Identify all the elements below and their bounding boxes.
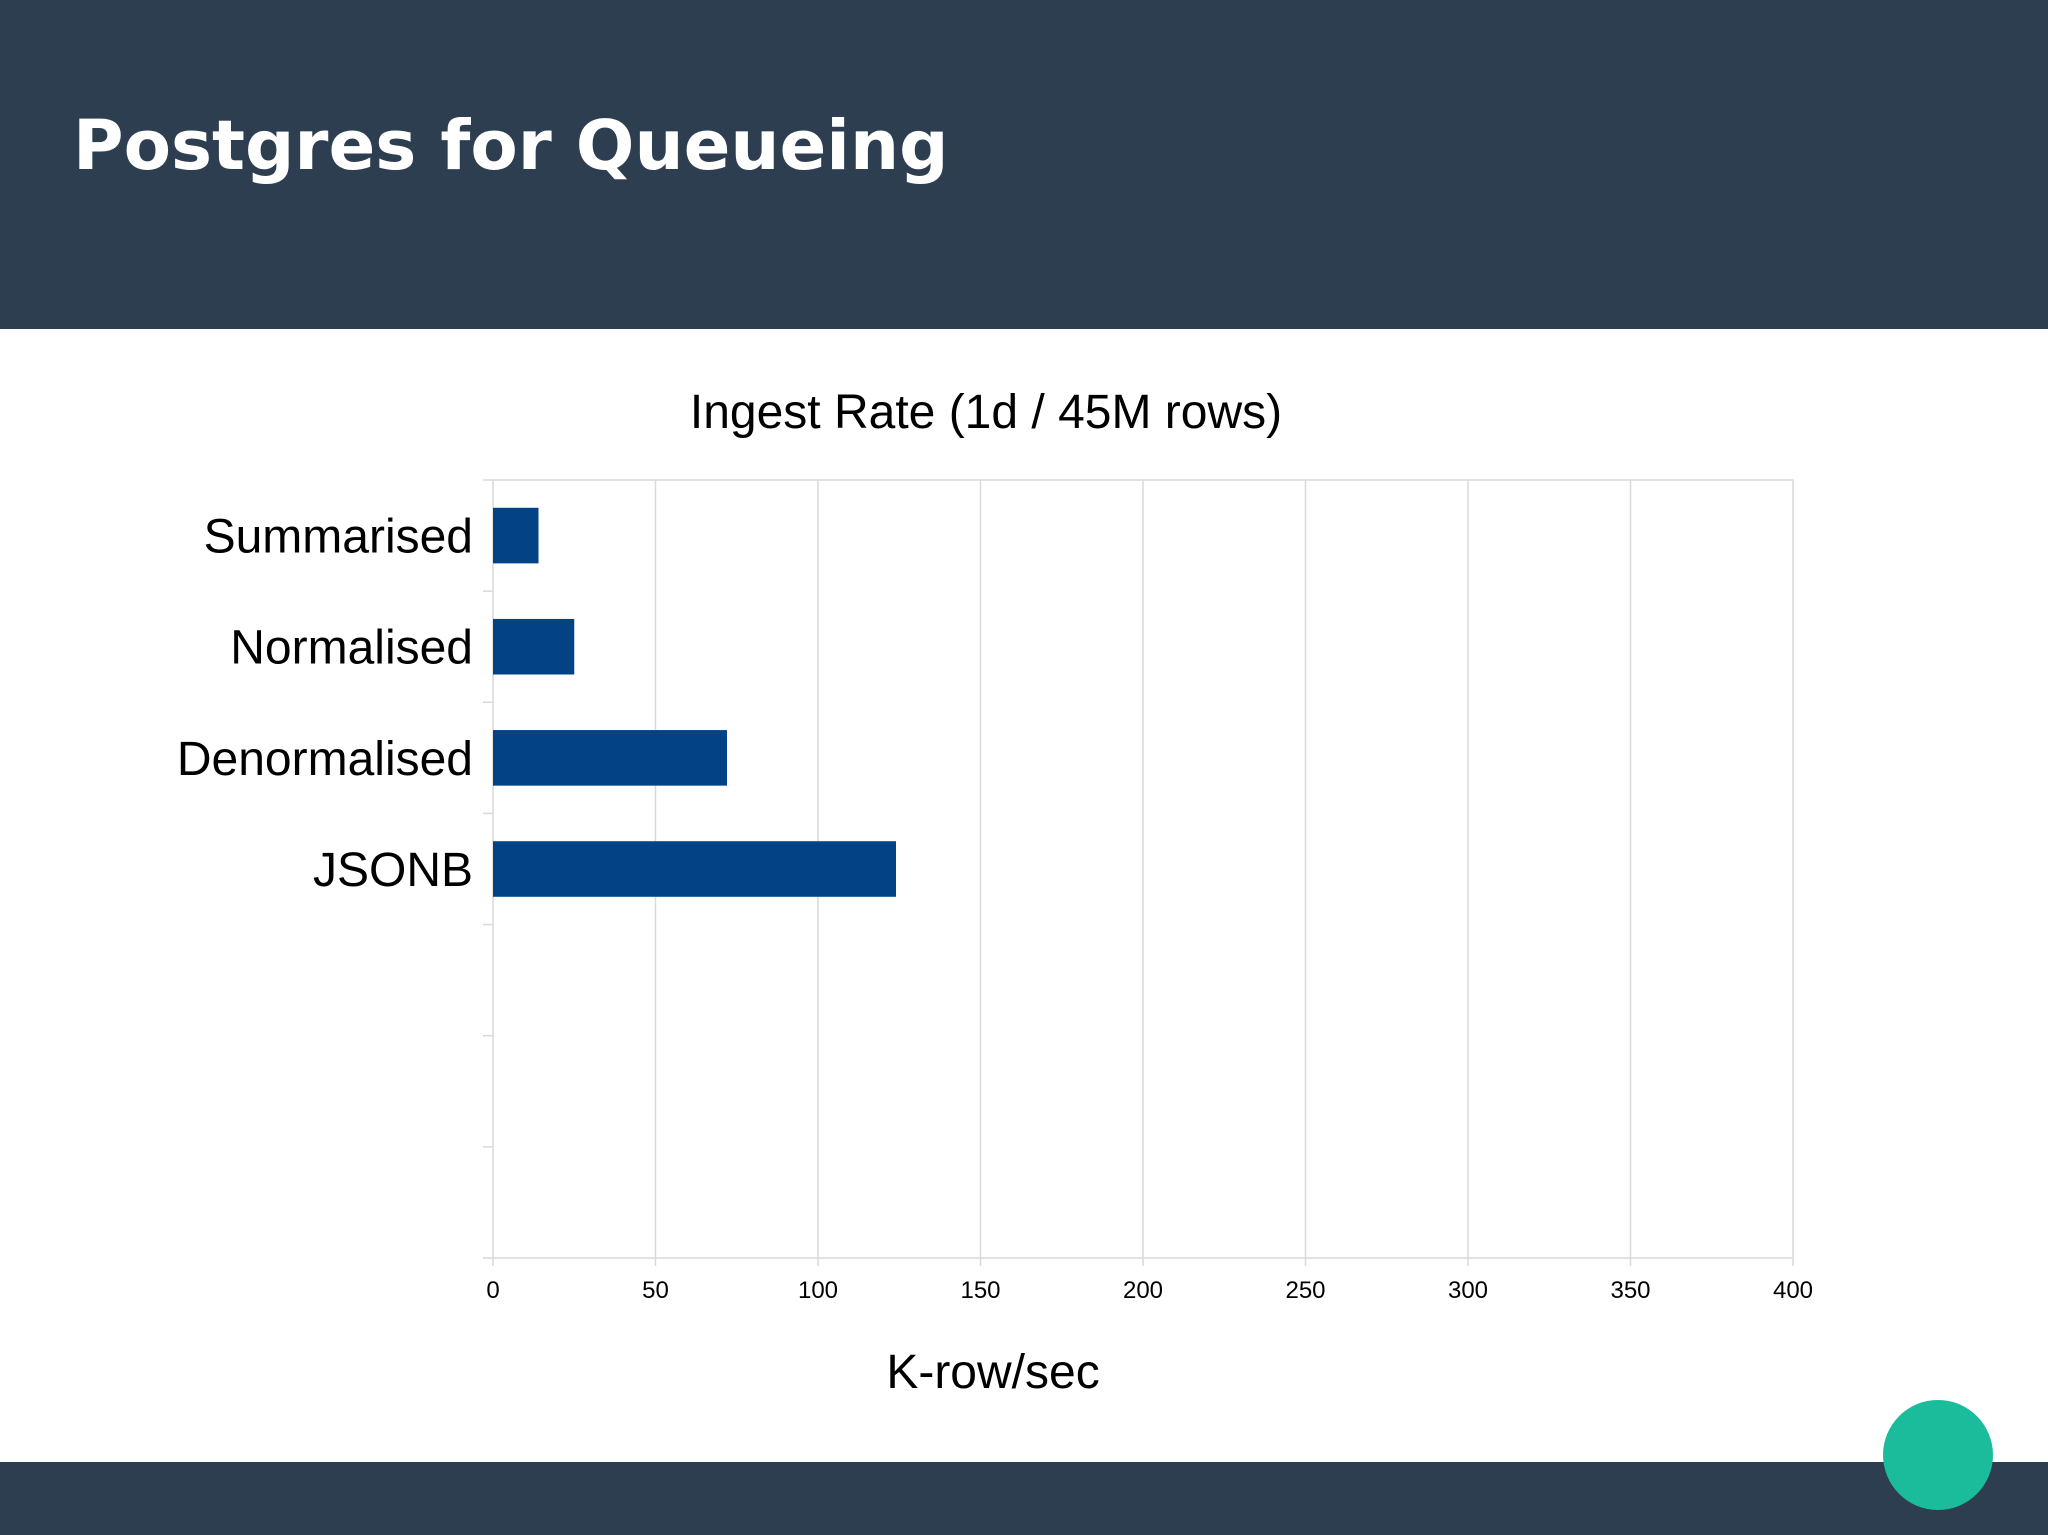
y-category-label: Summarised bbox=[204, 511, 473, 564]
slide-title: Postgres for Queueing bbox=[73, 106, 949, 186]
x-tick-label: 100 bbox=[798, 1277, 838, 1304]
x-tick-label: 250 bbox=[1285, 1277, 1325, 1304]
bar bbox=[493, 618, 575, 675]
x-axis-title: K-row/sec bbox=[886, 1346, 1099, 1399]
bar bbox=[493, 841, 896, 897]
x-tick-label: 50 bbox=[642, 1277, 669, 1304]
y-axis-labels: Summarised Normalised Denormalised JSONB bbox=[177, 511, 473, 897]
y-category-label: JSONB bbox=[313, 844, 473, 897]
y-category-label: Denormalised bbox=[177, 733, 473, 786]
x-tick-label: 400 bbox=[1773, 1277, 1813, 1304]
y-category-label: Normalised bbox=[230, 622, 473, 675]
gridlines bbox=[654, 480, 1632, 1258]
x-tick-label: 300 bbox=[1448, 1277, 1488, 1304]
y-axis-ticks bbox=[483, 479, 493, 1259]
header-band bbox=[0, 0, 2048, 329]
x-tick-label: 0 bbox=[486, 1277, 499, 1304]
circle-icon bbox=[1883, 1400, 1993, 1510]
x-axis-tick-labels: 0 50 100 150 200 250 300 350 400 bbox=[486, 1258, 1813, 1304]
x-tick-label: 350 bbox=[1610, 1277, 1650, 1304]
bars bbox=[493, 507, 896, 897]
bar bbox=[493, 507, 539, 564]
footer-band bbox=[0, 1462, 2048, 1535]
bar bbox=[493, 730, 727, 786]
x-tick-label: 150 bbox=[960, 1277, 1000, 1304]
chart-title: Ingest Rate (1d / 45M rows) bbox=[690, 386, 1282, 439]
x-tick-label: 200 bbox=[1123, 1277, 1163, 1304]
